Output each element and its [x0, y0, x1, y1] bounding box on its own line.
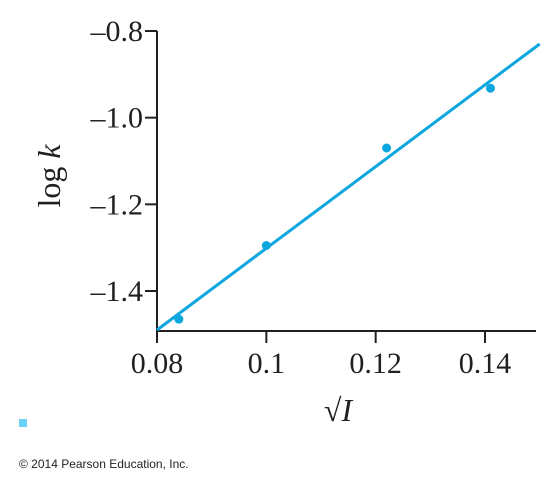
y-tick-label: –0.8	[90, 15, 144, 48]
credit-mark	[19, 419, 27, 427]
data-point	[485, 83, 495, 93]
data-points	[174, 83, 495, 324]
data-point	[261, 241, 271, 250]
y-axis-label: log k	[31, 144, 67, 208]
y-axis-label-prefix: log	[31, 159, 67, 208]
y-tick-label: –1.4	[90, 275, 144, 308]
x-tick-label: 0.14	[459, 347, 512, 380]
data-point	[174, 314, 184, 324]
x-tick-label: 0.12	[349, 347, 402, 380]
y-ticks: –0.8 –1.0 –1.2 –1.4	[90, 15, 157, 308]
fit-line-group	[156, 42, 541, 332]
fit-line	[156, 42, 541, 332]
y-tick-label: –1.2	[90, 188, 144, 221]
axes	[156, 31, 536, 332]
data-point	[382, 143, 392, 153]
x-axis-label: √I	[324, 392, 354, 428]
x-tick-label: 0.08	[131, 347, 184, 380]
x-ticks: 0.08 0.1 0.12 0.14	[131, 331, 512, 380]
copyright-text: © 2014 Pearson Education, Inc.	[19, 457, 189, 471]
y-axis-label-var: k	[31, 144, 67, 159]
y-tick-label: –1.0	[90, 102, 144, 135]
x-tick-label: 0.1	[248, 347, 286, 380]
